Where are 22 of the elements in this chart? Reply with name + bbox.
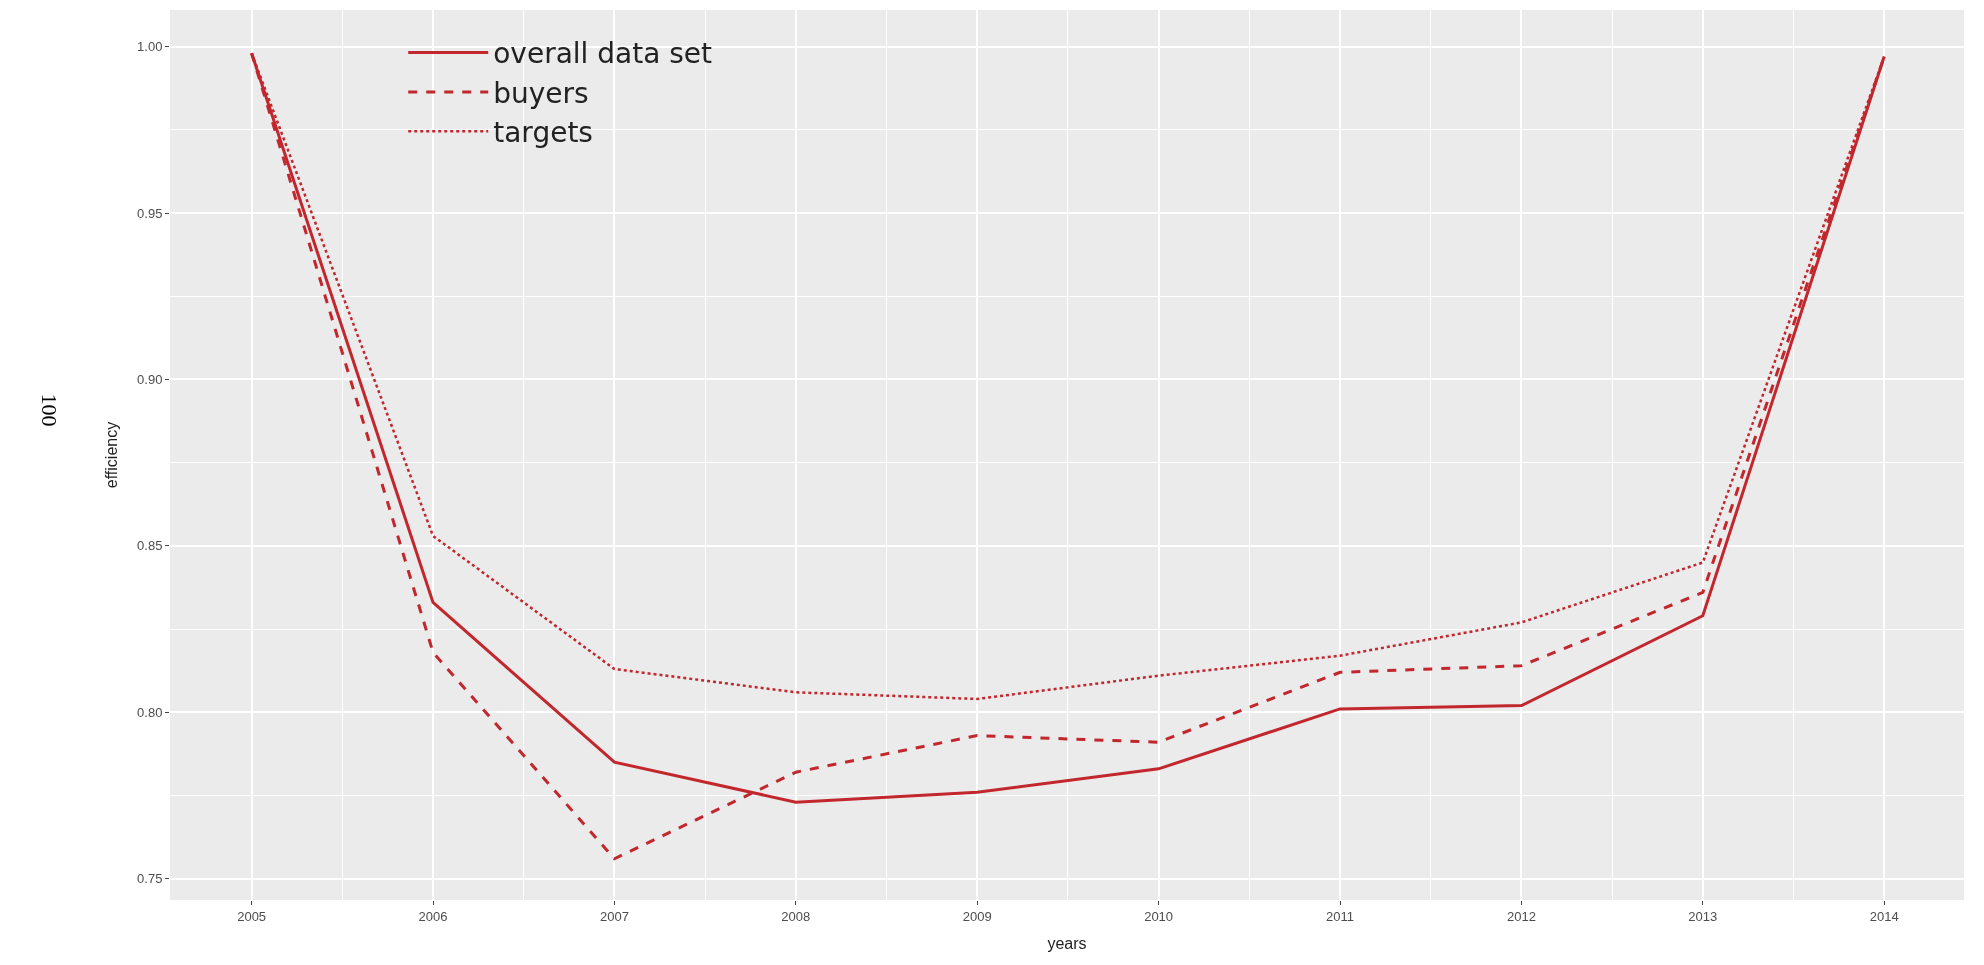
x-tick-label: 2008 bbox=[781, 908, 811, 924]
y-tick-label: 0.90 bbox=[137, 372, 163, 387]
x-tick-label: 2010 bbox=[1144, 908, 1174, 924]
y-tick-label: 1.00 bbox=[137, 39, 163, 55]
x-tick-label: 2011 bbox=[1326, 908, 1354, 924]
x-tick-label: 2009 bbox=[962, 908, 992, 924]
x-axis-title: years bbox=[1047, 935, 1087, 953]
y-tick-label: 0.80 bbox=[137, 704, 163, 720]
x-tick-label: 2014 bbox=[1869, 908, 1899, 924]
legend-label: buyers bbox=[493, 76, 589, 110]
x-tick-label: 2006 bbox=[418, 908, 448, 924]
legend-label: overall data set bbox=[493, 37, 713, 71]
x-tick-label: 2013 bbox=[1688, 908, 1718, 924]
legend-label: targets bbox=[493, 116, 593, 150]
x-tick-label: 2007 bbox=[599, 908, 629, 924]
y-tick-label: 0.95 bbox=[137, 205, 163, 221]
x-tick-label: 2012 bbox=[1506, 908, 1536, 924]
y-tick-label: 0.75 bbox=[137, 871, 163, 887]
text: 100 bbox=[37, 393, 63, 427]
y-axis-title: efficiency bbox=[102, 421, 120, 489]
x-tick-label: 2005 bbox=[237, 908, 267, 924]
y-tick-label: 0.85 bbox=[137, 538, 163, 554]
